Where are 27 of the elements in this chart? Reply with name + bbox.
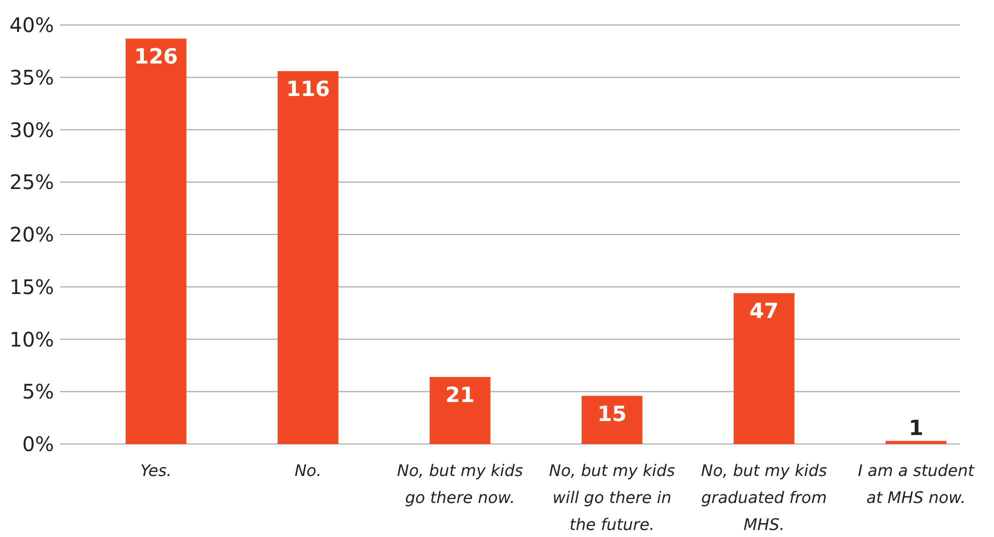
y-tick-label: 5%	[22, 380, 54, 404]
x-tick-label: No, but my kids will go there in the future.	[549, 461, 675, 534]
annotation: 1	[908, 416, 924, 440]
x-tick-label: No, but my kids go there now.	[397, 461, 523, 507]
annotation: 15	[597, 402, 627, 426]
x-tick-label: I am a student at MHS now.	[858, 461, 975, 507]
annotation: 116	[286, 77, 330, 102]
x-tick-label: No, but my kids graduated from MHS.	[701, 461, 827, 534]
y-tick-label: 10%	[10, 327, 54, 352]
y-tick-label: 0%	[22, 432, 54, 456]
x-tick-label: No.	[294, 461, 322, 480]
y-tick-label: 25%	[10, 170, 54, 194]
y-tick-label: 35%	[10, 65, 54, 90]
bar	[126, 38, 186, 444]
annotation: 21	[445, 382, 475, 407]
annotation: 126	[134, 44, 178, 69]
bar	[278, 71, 338, 444]
bar	[734, 293, 794, 444]
annotation: 47	[749, 299, 779, 324]
x-tick-label: Yes.	[140, 461, 172, 480]
y-tick-label: 15%	[10, 274, 54, 299]
bar	[430, 376, 490, 444]
bar	[582, 396, 642, 444]
y-tick-label: 20%	[10, 222, 54, 246]
bar	[886, 440, 946, 444]
y-tick-label: 30%	[10, 118, 54, 142]
y-tick-label: 40%	[10, 13, 54, 37]
